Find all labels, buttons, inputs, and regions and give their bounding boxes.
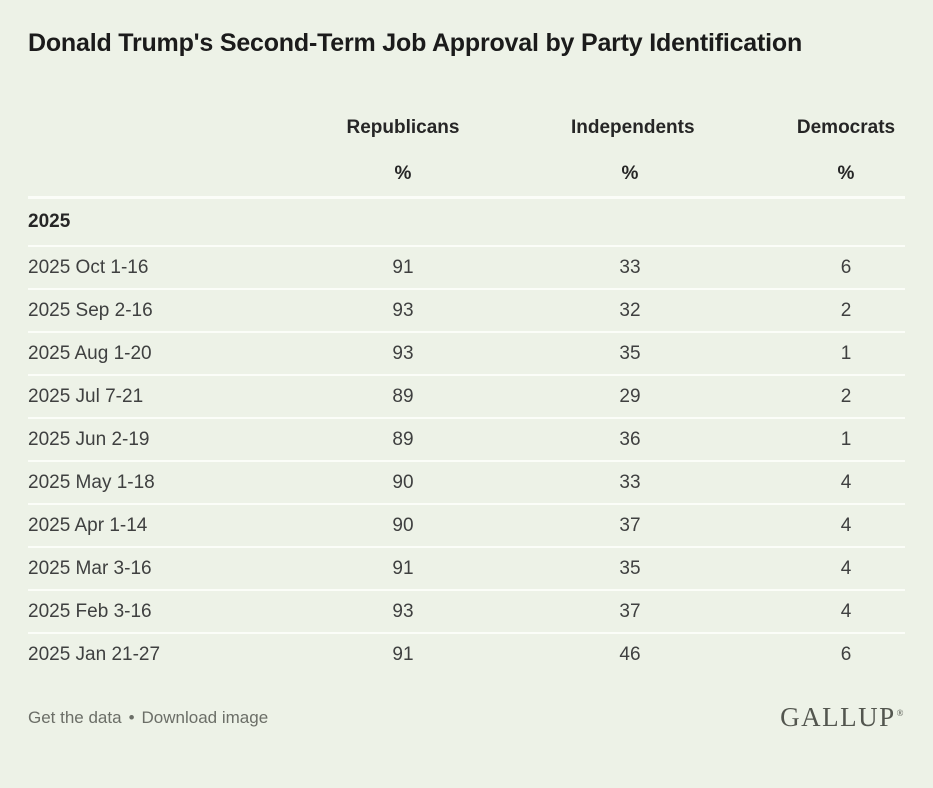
row-date: 2025 Jan 21-27 [28,643,161,665]
footer-links: Get the data • Download image [28,708,268,728]
page-title: Donald Trump's Second-Term Job Approval … [28,29,803,57]
table-row: 2025 Jun 2-19 89 36 1 [28,417,905,460]
row-value-republicans: 91 [392,256,414,278]
table-header-row: Republicans Independents Democrats [28,105,905,151]
row-value-republicans: 93 [392,600,414,622]
row-value-independents: 32 [619,299,641,321]
row-value-independents: 46 [619,643,641,665]
row-value-democrats: 4 [840,600,852,622]
row-value-independents: 36 [619,428,641,450]
table-row: 2025 Feb 3-16 93 37 4 [28,589,905,632]
row-date: 2025 May 1-18 [28,471,155,493]
table-row: 2025 Oct 1-16 91 33 6 [28,245,905,288]
row-value-democrats: 2 [840,385,852,407]
column-header-republicans: Republicans [346,117,460,138]
table-row: 2025 Sep 2-16 93 32 2 [28,288,905,331]
table-row: 2025 Jan 21-27 91 46 6 [28,632,905,675]
table-row: 2025 Apr 1-14 90 37 4 [28,503,905,546]
row-value-democrats: 1 [840,428,852,450]
trademark-symbol: ® [896,708,905,718]
row-date: 2025 Jul 7-21 [28,385,144,407]
row-value-independents: 35 [619,557,641,579]
row-value-independents: 33 [619,256,641,278]
unit-independents: % [621,162,639,184]
row-value-republicans: 90 [392,514,414,536]
row-value-democrats: 4 [840,557,852,579]
row-value-republicans: 90 [392,471,414,493]
row-value-republicans: 91 [392,557,414,579]
row-date: 2025 Aug 1-20 [28,342,152,364]
row-date: 2025 Jun 2-19 [28,428,150,450]
get-the-data-link[interactable]: Get the data [28,707,122,727]
unit-republicans: % [394,162,412,184]
footer: Get the data • Download image GALLUP® [28,704,905,731]
row-value-republicans: 89 [392,385,414,407]
row-value-independents: 37 [619,514,641,536]
row-value-independents: 35 [619,342,641,364]
gallup-wordmark: GALLUP [780,702,896,732]
row-value-republicans: 93 [392,299,414,321]
table-row: 2025 Mar 3-16 91 35 4 [28,546,905,589]
row-date: 2025 Oct 1-16 [28,256,149,278]
table-row: 2025 Aug 1-20 93 35 1 [28,331,905,374]
section-header-2025: 2025 [28,196,905,245]
column-header-democrats: Democrats [796,117,896,138]
row-value-republicans: 93 [392,342,414,364]
row-value-democrats: 2 [840,299,852,321]
row-value-democrats: 6 [840,256,852,278]
download-image-link[interactable]: Download image [141,707,269,727]
table-row: 2025 Jul 7-21 89 29 2 [28,374,905,417]
section-label: 2025 [28,211,71,232]
footer-bullet: • [128,707,135,727]
row-value-democrats: 4 [840,514,852,536]
row-date: 2025 Feb 3-16 [28,600,152,622]
row-value-democrats: 6 [840,643,852,665]
row-value-independents: 33 [619,471,641,493]
row-date: 2025 Mar 3-16 [28,557,152,579]
row-date: 2025 Apr 1-14 [28,514,148,536]
column-header-independents: Independents [571,117,695,138]
row-value-republicans: 89 [392,428,414,450]
row-value-republicans: 91 [392,643,414,665]
gallup-logo: GALLUP® [780,704,905,731]
row-date: 2025 Sep 2-16 [28,299,153,321]
row-value-democrats: 1 [840,342,852,364]
row-value-democrats: 4 [840,471,852,493]
table-unit-row: % % % [28,151,905,196]
unit-democrats: % [837,162,855,184]
row-value-independents: 37 [619,600,641,622]
table-row: 2025 May 1-18 90 33 4 [28,460,905,503]
row-value-independents: 29 [619,385,641,407]
